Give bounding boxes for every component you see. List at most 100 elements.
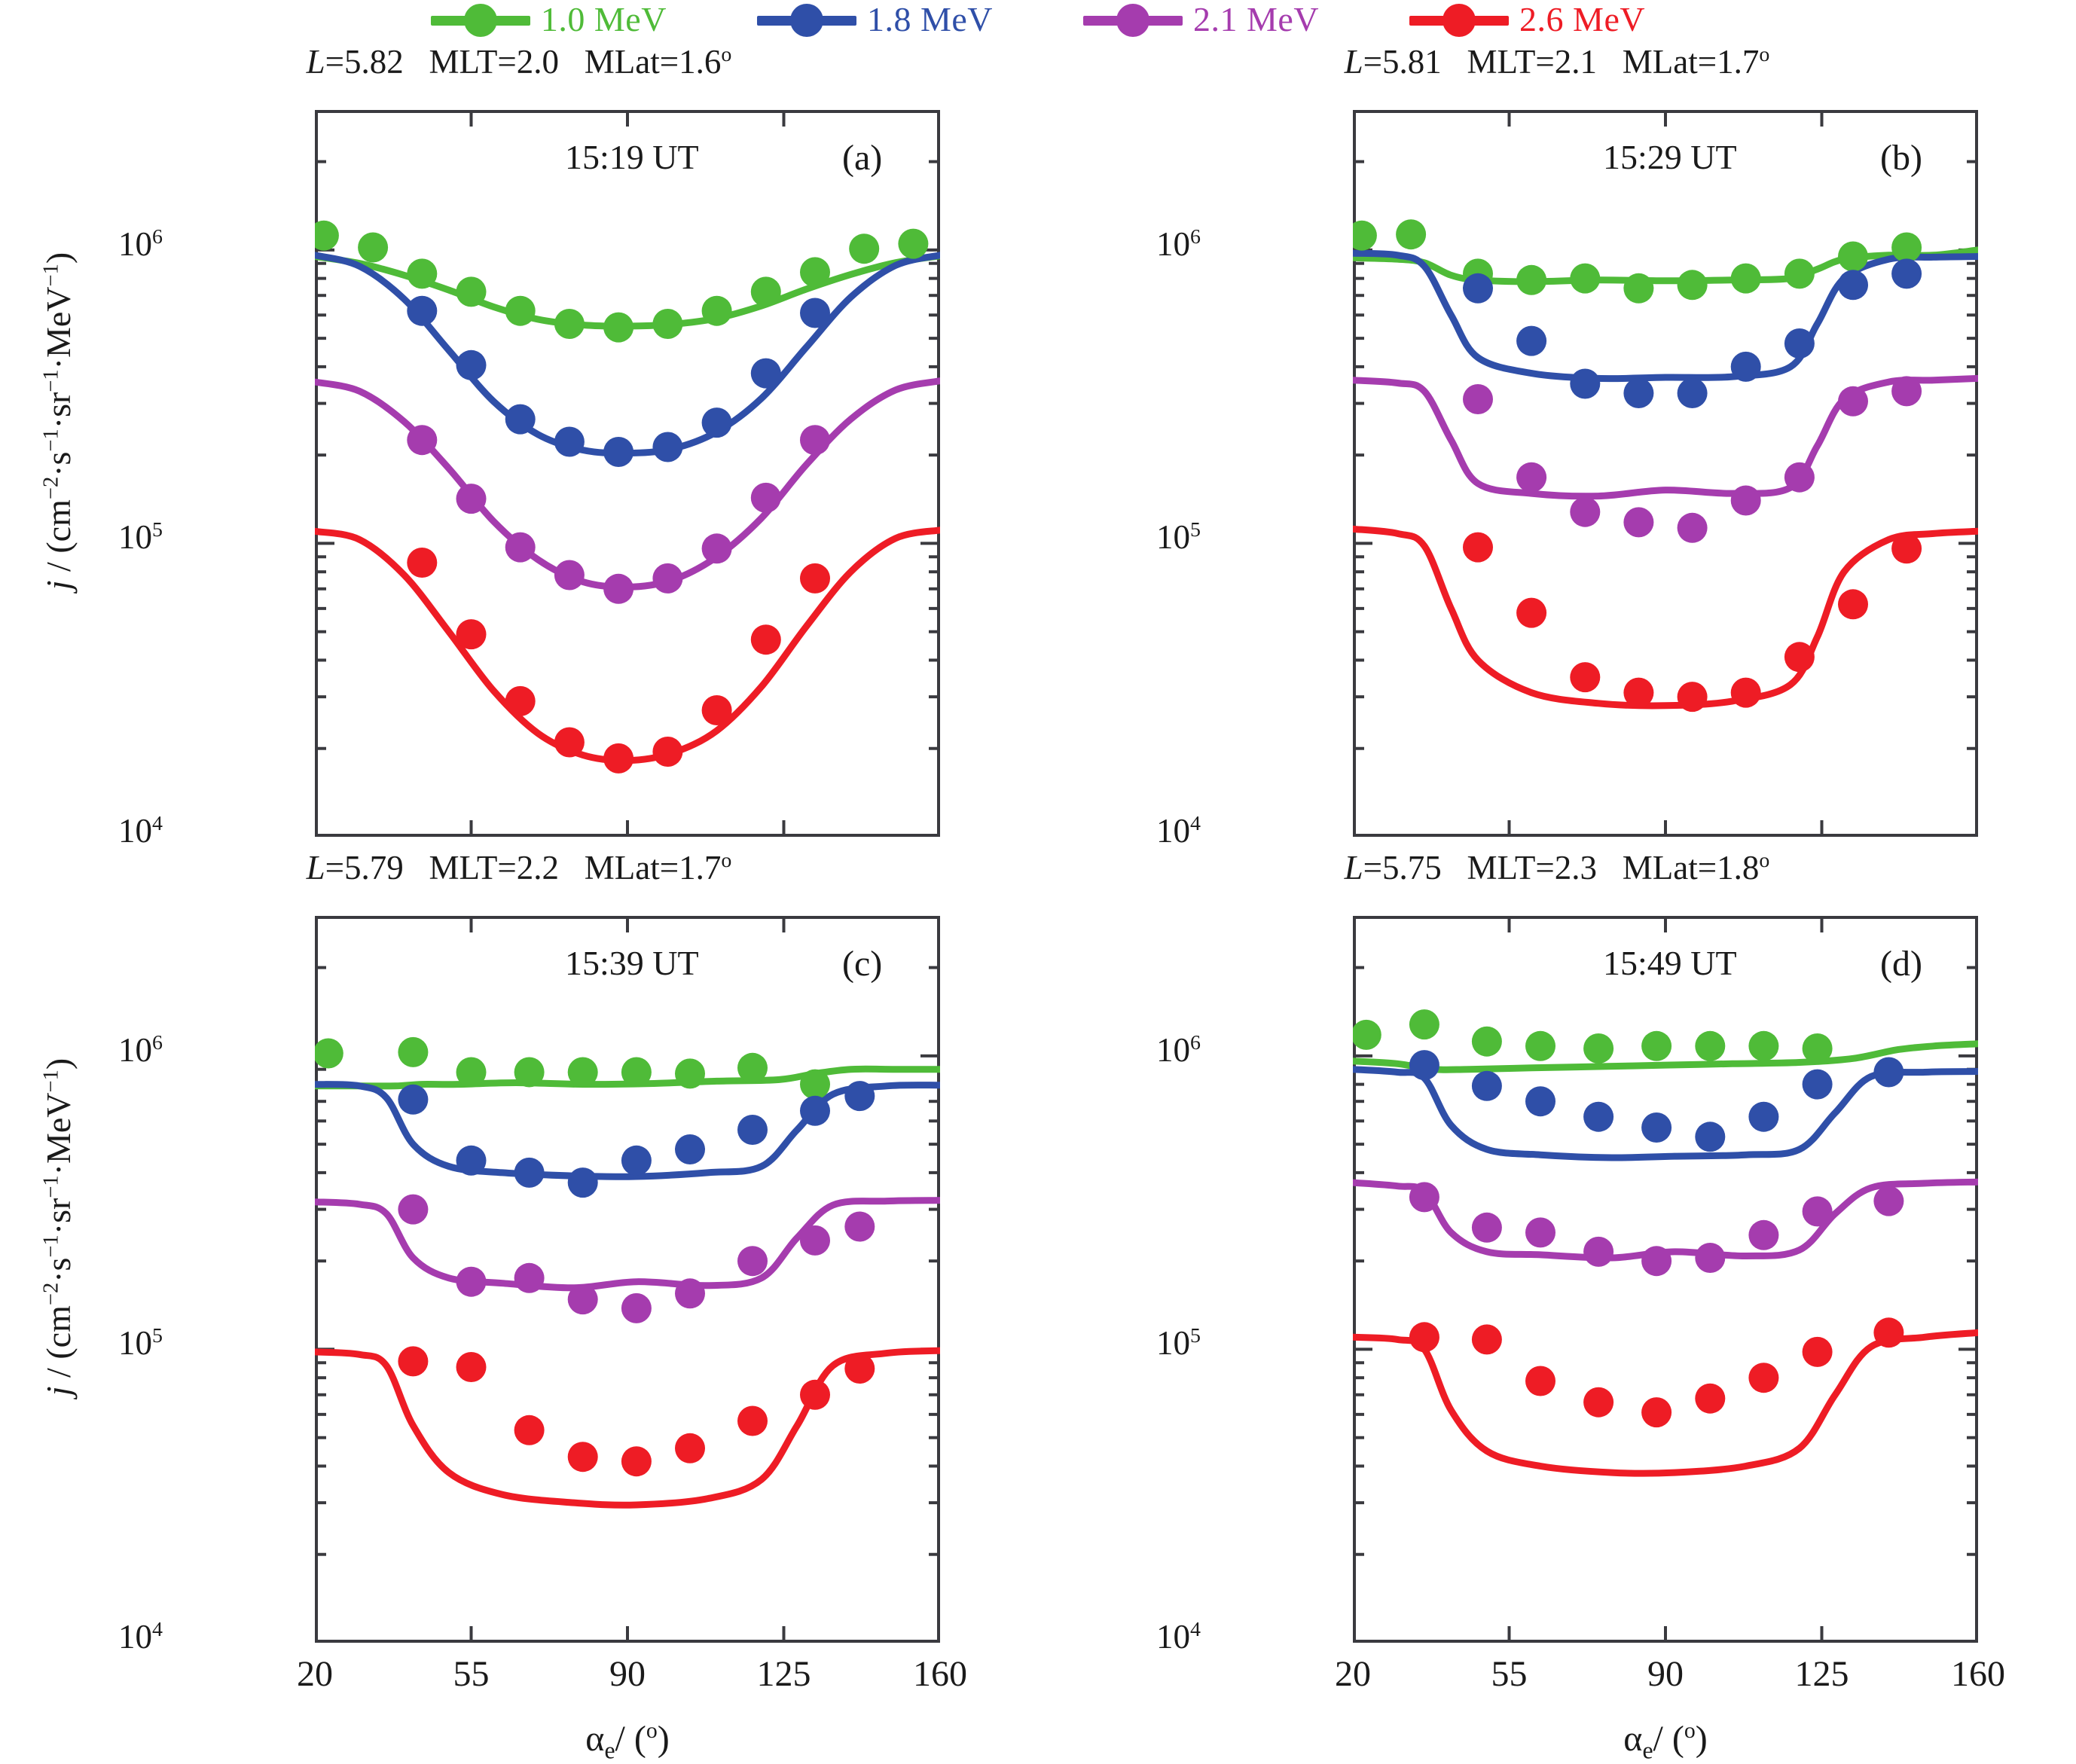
data-point-2.1MeV (1677, 512, 1708, 543)
data-point-1.8MeV (844, 1081, 875, 1112)
title-gap (559, 43, 585, 81)
data-point-2.1MeV (1623, 507, 1654, 538)
data-point-1.0MeV (1677, 270, 1708, 301)
y-tick-mantissa: 10 (118, 224, 153, 263)
data-point-1.0MeV (1525, 1030, 1555, 1061)
data-point-2.6MeV (1873, 1317, 1904, 1348)
mlt-value: MLT=2.1 (1467, 43, 1598, 81)
L-value: =5.79 (325, 849, 404, 887)
panel-c-title: L=5.79 MLT=2.2 MLat=1.7o (0, 848, 1038, 887)
legend-dot-icon (463, 4, 497, 37)
data-point-1.8MeV (1802, 1069, 1833, 1100)
data-point-1.8MeV (621, 1145, 652, 1176)
series-line-2.6MeV (1353, 1329, 1978, 1477)
data-point-2.6MeV (1802, 1336, 1833, 1367)
y-tick-exponent: 4 (152, 1618, 163, 1641)
data-point-2.6MeV (1838, 589, 1868, 620)
y-tick-mantissa: 10 (118, 518, 153, 557)
x-tick-label: 90 (609, 1654, 646, 1694)
ut-time-annotation: 15:19 UT (565, 138, 699, 176)
data-point-2.6MeV (554, 727, 585, 758)
data-point-1.8MeV (1583, 1101, 1614, 1132)
data-point-1.0MeV (1784, 258, 1815, 289)
L-symbol: L (306, 43, 325, 81)
y-tick-mantissa: 10 (118, 1030, 153, 1069)
data-point-2.6MeV (1570, 662, 1601, 693)
data-point-2.6MeV (456, 619, 487, 650)
x-tick-label: 160 (1951, 1654, 2005, 1694)
data-point-2.6MeV (1583, 1387, 1614, 1418)
data-point-2.6MeV (1409, 1322, 1439, 1353)
y-tick-label: 105 (0, 1326, 163, 1360)
data-point-1.0MeV (315, 220, 339, 251)
legend-item-2.1MeV[interactable]: 2.1 MeV (1083, 2, 1319, 37)
data-point-2.1MeV (844, 1211, 875, 1242)
data-point-2.1MeV (1891, 376, 1922, 407)
data-point-2.6MeV (1525, 1366, 1555, 1396)
panel-tag: (c) (842, 944, 883, 984)
data-point-1.8MeV (750, 358, 781, 389)
y-tick-mantissa: 10 (1156, 1618, 1191, 1656)
panel-c-chart (315, 916, 940, 1643)
y-tick-exponent: 4 (1190, 812, 1201, 835)
legend-item-1.0MeV[interactable]: 1.0 MeV (430, 0, 667, 38)
y-tick-label: 104 (0, 1618, 163, 1654)
data-point-2.1MeV (1748, 1219, 1779, 1250)
panel-grid: L=5.82 MLT=2.0 MLat=1.6o j / (cm−2·s−1·sr… (0, 42, 2076, 1762)
data-point-1.0MeV (1516, 264, 1547, 295)
title-gap (1442, 43, 1467, 81)
data-point-2.1MeV (1471, 1212, 1502, 1243)
panel-d-plot-area: 106 105 104 15:49 UT (d) 20 55 90 125 160 αe/ (o) (1038, 883, 2076, 1762)
x-tick-label: 90 (1647, 1654, 1684, 1694)
data-point-1.8MeV (505, 404, 536, 435)
data-point-1.0MeV (800, 257, 830, 288)
panel-d-chart (1353, 916, 1978, 1643)
data-point-1.8MeV (1525, 1086, 1555, 1117)
data-point-1.8MeV (652, 432, 683, 462)
ut-time-annotation: 15:39 UT (565, 944, 699, 982)
data-point-1.0MeV (1471, 1026, 1502, 1057)
data-point-1.8MeV (800, 298, 830, 328)
legend-item-1.8MeV[interactable]: 1.8 MeV (756, 2, 993, 37)
ut-time-annotation: 15:29 UT (1603, 138, 1737, 176)
alpha-subscript: e (1642, 1737, 1653, 1764)
data-point-2.6MeV (1516, 597, 1547, 628)
L-symbol: L (1344, 43, 1363, 81)
mlat-value: MLat=1.6 (584, 43, 722, 81)
data-point-1.0MeV (1641, 1030, 1672, 1061)
panel-b-plot-area: 106 105 104 15:29 UT (b) (1038, 77, 2076, 848)
y-tick-label: 106 (975, 1030, 1201, 1069)
data-point-1.0MeV (849, 233, 880, 264)
data-point-1.0MeV (567, 1057, 598, 1088)
L-value: =5.81 (1363, 43, 1442, 81)
y-tick-mantissa: 10 (1156, 1030, 1191, 1069)
y-tick-label: 104 (0, 812, 163, 848)
data-point-2.6MeV (1730, 677, 1761, 708)
data-point-1.0MeV (315, 1038, 343, 1069)
data-point-2.1MeV (398, 1194, 429, 1225)
axes-frame (315, 110, 940, 837)
y-tick-exponent: 5 (1190, 1324, 1201, 1348)
y-tick-label: 106 (0, 224, 163, 263)
axes-frame (1353, 110, 1978, 837)
alpha-subscript: e (604, 1737, 615, 1764)
y-tick-mantissa: 10 (1156, 812, 1191, 850)
data-point-1.8MeV (800, 1095, 830, 1126)
x-axis-label: αe/ (o) (1623, 1718, 1708, 1764)
data-point-1.0MeV (1409, 1009, 1439, 1040)
legend-label: 1.0 MeV (540, 0, 667, 38)
data-point-1.0MeV (398, 1036, 429, 1067)
series-line-1.0MeV (315, 1065, 940, 1090)
y-tick-label: 106 (975, 226, 1201, 261)
data-point-2.6MeV (621, 1446, 652, 1477)
data-point-1.0MeV (1353, 220, 1377, 251)
data-point-1.0MeV (456, 1057, 487, 1088)
data-point-2.6MeV (1463, 532, 1493, 563)
data-point-1.8MeV (1891, 258, 1922, 289)
data-point-2.6MeV (456, 1352, 487, 1382)
data-point-1.8MeV (603, 437, 634, 467)
data-point-2.1MeV (456, 1266, 487, 1297)
x-tick-label: 20 (1335, 1654, 1371, 1694)
y-tick-exponent: 4 (152, 812, 163, 835)
legend-item-2.6MeV[interactable]: 2.6 MeV (1409, 2, 1645, 37)
